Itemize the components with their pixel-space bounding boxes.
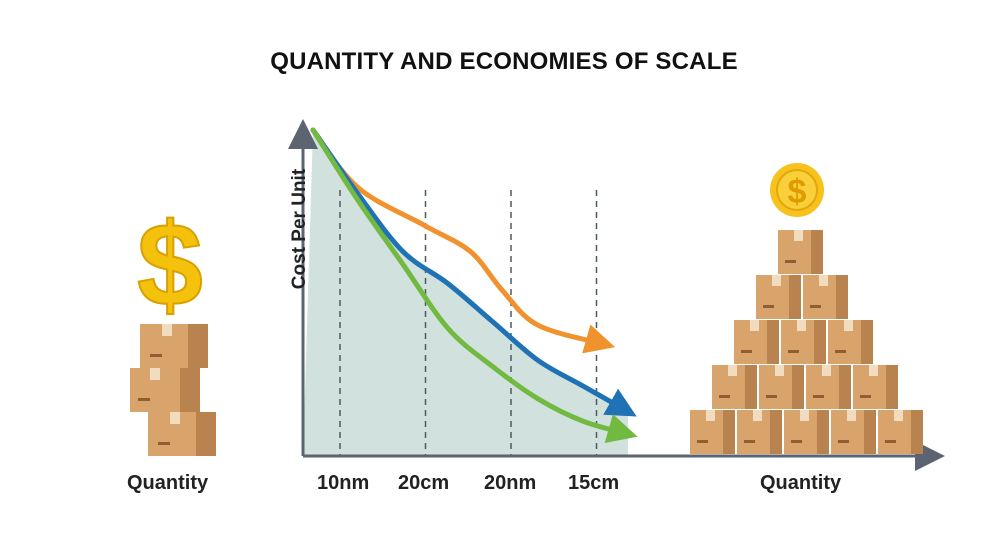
x-tick-label: 20nm — [484, 472, 537, 494]
series-line-orange — [310, 127, 616, 354]
dollar-coin-icon: $ — [770, 163, 824, 217]
box — [803, 275, 848, 319]
box — [784, 410, 829, 454]
x-tick-label: 20cm — [398, 472, 450, 494]
series-group — [310, 127, 638, 443]
series-line-green — [310, 127, 638, 443]
left-illustration: $ — [130, 198, 216, 456]
box — [828, 320, 873, 364]
box — [759, 365, 804, 409]
plot-area — [288, 119, 945, 471]
gridlines — [339, 190, 598, 456]
box — [778, 230, 823, 274]
box — [734, 320, 779, 364]
cardboard-box-pyramid-icon — [690, 230, 923, 454]
box — [737, 410, 782, 454]
box — [853, 365, 898, 409]
x-tick-label: 15cm — [568, 472, 620, 494]
left-quantity-label: Quantity — [127, 472, 209, 494]
right-illustration: $ — [690, 163, 923, 454]
box — [690, 410, 735, 454]
dollar-sign-icon: $ — [136, 198, 204, 332]
box — [831, 410, 876, 454]
series-line-blue — [310, 127, 637, 417]
box — [878, 410, 923, 454]
svg-text:$: $ — [788, 173, 807, 211]
box — [756, 275, 801, 319]
x-tick-label: 10nm — [317, 472, 370, 494]
chart-title: QUANTITY AND ECONOMIES OF SCALE — [270, 48, 738, 75]
y-axis-label: Cost Per Unit — [289, 168, 310, 290]
right-quantity-label: Quantity — [760, 472, 842, 494]
box — [712, 365, 757, 409]
box — [806, 365, 851, 409]
box — [781, 320, 826, 364]
area-under-curve — [303, 130, 628, 456]
svg-text:$: $ — [137, 199, 203, 331]
cardboard-box-stack-icon — [130, 324, 216, 456]
